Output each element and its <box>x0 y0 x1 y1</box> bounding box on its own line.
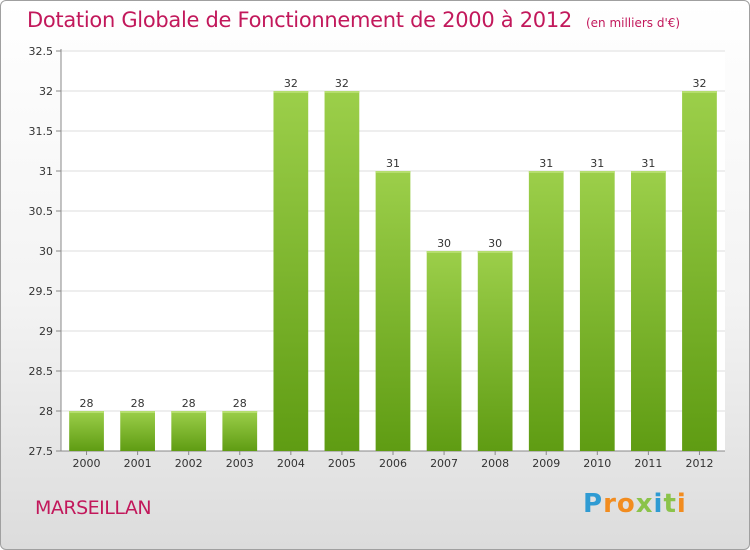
value-label: 32 <box>284 77 298 90</box>
value-label: 28 <box>182 397 196 410</box>
bar-2009 <box>528 171 564 451</box>
x-tick-label: 2011 <box>634 457 662 470</box>
bar-2000 <box>69 411 104 451</box>
title-unit: (en milliers d'€) <box>585 16 681 30</box>
bar-highlight <box>120 411 155 413</box>
logo-letter: P <box>583 489 604 519</box>
x-tick-label: 2001 <box>124 457 152 470</box>
y-tick-label: 30 <box>39 245 53 258</box>
y-tick-label: 30.5 <box>29 205 54 218</box>
bar-highlight <box>579 171 615 173</box>
bar-highlight <box>171 411 207 413</box>
bar-highlight <box>631 171 666 173</box>
x-tick-label: 2010 <box>583 457 611 470</box>
x-tick-label: 2012 <box>685 457 713 470</box>
x-tick-label: 2009 <box>532 457 560 470</box>
value-label: 31 <box>386 157 400 170</box>
value-label: 32 <box>692 77 706 90</box>
chart-title: Dotation Globale de Fonctionnement de 20… <box>27 8 680 32</box>
y-tick-label: 28 <box>39 405 53 418</box>
logo-letter: i <box>676 489 687 519</box>
y-tick-label: 29 <box>39 325 53 338</box>
value-label: 31 <box>539 157 553 170</box>
x-tick-label: 2004 <box>277 457 305 470</box>
proxiti-logo: Proxiti <box>583 489 687 519</box>
bar-highlight <box>528 171 564 173</box>
bar-2003 <box>222 411 258 451</box>
value-label: 31 <box>590 157 604 170</box>
bar-2012 <box>682 91 717 451</box>
bar-2010 <box>579 171 615 451</box>
value-label: 28 <box>233 397 247 410</box>
bar-2007 <box>426 251 462 451</box>
value-label: 31 <box>641 157 655 170</box>
title-text: Dotation Globale de Fonctionnement de 20… <box>27 8 572 32</box>
logo-letter: r <box>603 489 617 519</box>
x-tick-label: 2000 <box>73 457 101 470</box>
x-tick-label: 2006 <box>379 457 407 470</box>
value-label: 32 <box>335 77 349 90</box>
x-tick-label: 2003 <box>226 457 254 470</box>
bar-highlight <box>426 251 462 253</box>
bar-highlight <box>375 171 411 173</box>
bar-2002 <box>171 411 207 451</box>
city-name: MARSEILLAN <box>35 497 152 519</box>
value-label: 30 <box>437 237 451 250</box>
x-tick-label: 2007 <box>430 457 458 470</box>
bar-2008 <box>477 251 513 451</box>
value-label: 28 <box>80 397 94 410</box>
bar-2001 <box>120 411 155 451</box>
x-tick-label: 2005 <box>328 457 356 470</box>
x-tick-label: 2002 <box>175 457 203 470</box>
value-label: 28 <box>131 397 145 410</box>
value-label: 30 <box>488 237 502 250</box>
y-tick-label: 32 <box>39 85 53 98</box>
y-tick-label: 28.5 <box>29 365 54 378</box>
logo-letter: t <box>663 489 677 519</box>
bar-highlight <box>477 251 513 253</box>
bar-highlight <box>682 91 717 93</box>
bar-highlight <box>324 91 360 93</box>
bar-2004 <box>273 91 309 451</box>
logo-letter: i <box>653 489 664 519</box>
y-tick-label: 29.5 <box>29 285 54 298</box>
logo-letter: o <box>616 489 636 519</box>
bar-2005 <box>324 91 360 451</box>
y-tick-label: 31.5 <box>29 125 54 138</box>
bar-highlight <box>69 411 104 413</box>
logo-letter: x <box>635 489 654 519</box>
y-tick-label: 32.5 <box>29 45 54 58</box>
bar-highlight <box>273 91 309 93</box>
y-tick-label: 27.5 <box>29 445 54 458</box>
y-tick-label: 31 <box>39 165 53 178</box>
x-tick-label: 2008 <box>481 457 509 470</box>
bar-2006 <box>375 171 411 451</box>
bar-highlight <box>222 411 258 413</box>
bar-2011 <box>631 171 666 451</box>
